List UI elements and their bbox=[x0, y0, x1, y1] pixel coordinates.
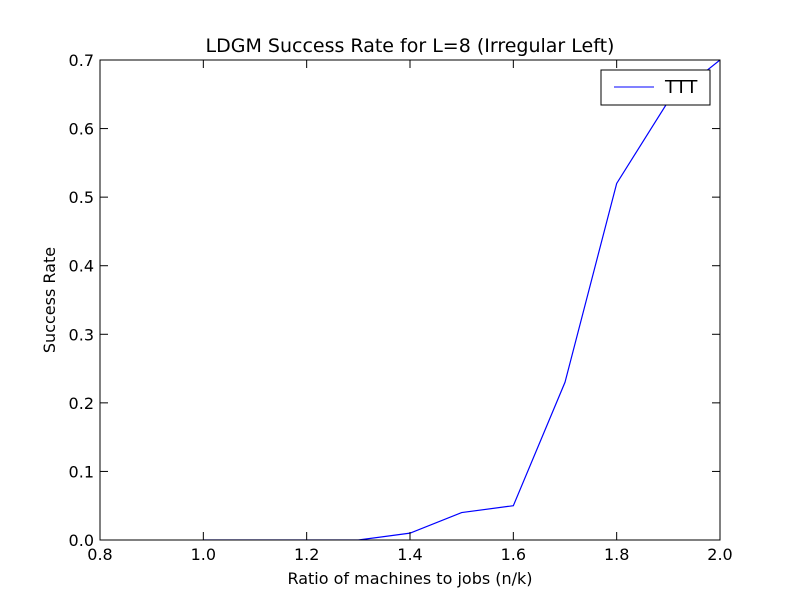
x-tick-label: 0.8 bbox=[87, 545, 112, 564]
chart-title: LDGM Success Rate for L=8 (Irregular Lef… bbox=[206, 35, 615, 57]
legend: TTT bbox=[600, 69, 711, 106]
x-tick-label: 1.0 bbox=[191, 545, 216, 564]
legend-label-ttt: TTT bbox=[664, 77, 698, 98]
y-tick-label: 0.0 bbox=[69, 531, 94, 550]
series-line-ttt bbox=[203, 60, 720, 540]
y-tick-label: 0.4 bbox=[69, 257, 94, 276]
y-tick-label: 0.7 bbox=[69, 51, 94, 70]
y-tick-label: 0.1 bbox=[69, 462, 94, 481]
x-tick-label: 2.0 bbox=[707, 545, 732, 564]
ticks-layer: 0.8 1.0 1.2 1.4 1.6 1.8 2.0 0.0 0.1 0.2 0.3 0.4 0.5 0… bbox=[69, 51, 733, 564]
x-axis-label: Ratio of machines to jobs (n/k) bbox=[287, 569, 532, 588]
x-tick-label: 1.4 bbox=[397, 545, 422, 564]
series-layer bbox=[203, 60, 720, 540]
y-tick-label: 0.3 bbox=[69, 325, 94, 344]
plot-frame bbox=[99, 59, 721, 541]
x-tick-label: 1.6 bbox=[501, 545, 526, 564]
y-tick-label: 0.2 bbox=[69, 394, 94, 413]
y-tick-label: 0.6 bbox=[69, 120, 94, 139]
y-axis-label: Success Rate bbox=[40, 247, 59, 353]
y-tick-label: 0.5 bbox=[69, 188, 94, 207]
x-tick-label: 1.2 bbox=[294, 545, 319, 564]
x-tick-label: 1.8 bbox=[604, 545, 629, 564]
